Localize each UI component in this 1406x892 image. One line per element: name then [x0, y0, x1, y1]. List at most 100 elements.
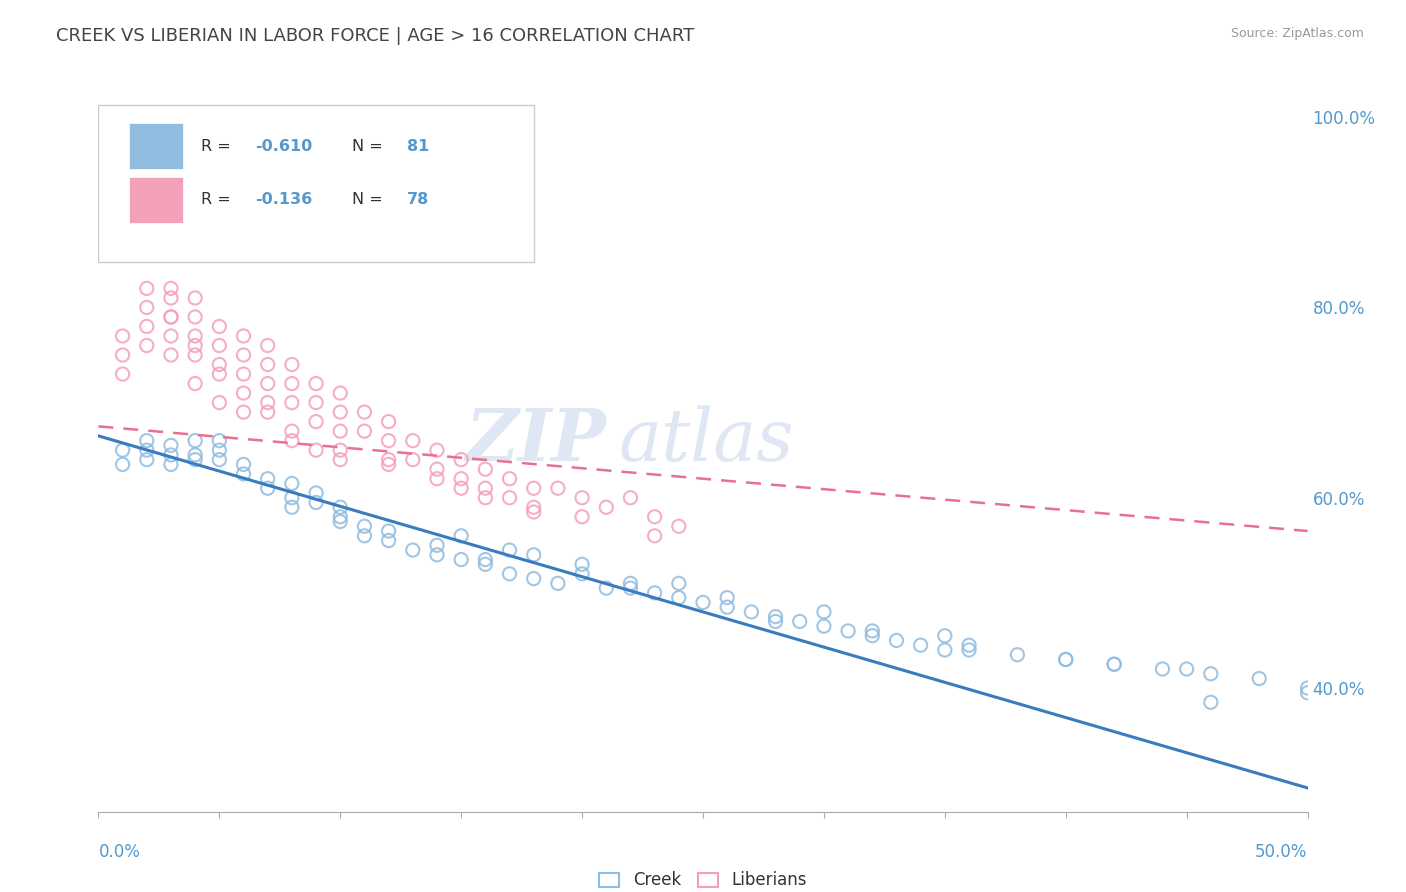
Point [789, 615, 811, 629]
Point [184, 376, 207, 391]
Point [329, 443, 352, 458]
Point [208, 358, 231, 372]
Point [1102, 657, 1125, 672]
Point [523, 572, 546, 586]
Point [1054, 652, 1077, 666]
Point [353, 405, 375, 419]
Point [256, 472, 278, 486]
Point [426, 443, 449, 458]
Point [619, 491, 641, 505]
Point [668, 591, 690, 605]
Point [934, 629, 956, 643]
Point [160, 291, 183, 305]
Point [377, 533, 399, 548]
Point [305, 415, 328, 429]
Text: -0.610: -0.610 [256, 139, 314, 153]
Point [256, 376, 278, 391]
Point [1344, 700, 1367, 714]
Point [135, 338, 157, 352]
Point [184, 310, 207, 324]
Point [160, 281, 183, 295]
Point [571, 558, 593, 572]
Point [111, 458, 134, 472]
Point [1296, 681, 1319, 695]
Point [426, 462, 449, 476]
Point [135, 301, 157, 315]
Point [232, 405, 254, 419]
Point [740, 605, 762, 619]
Point [232, 467, 254, 481]
Point [353, 529, 375, 543]
Point [281, 434, 304, 448]
FancyBboxPatch shape [98, 105, 534, 262]
Point [860, 629, 883, 643]
Point [692, 595, 714, 609]
Point [1199, 666, 1222, 681]
Point [813, 619, 835, 633]
Point [329, 452, 352, 467]
Point [426, 538, 449, 552]
Point [305, 376, 328, 391]
Point [1296, 686, 1319, 700]
Point [256, 358, 278, 372]
Point [450, 529, 472, 543]
Point [160, 438, 183, 452]
Point [208, 434, 231, 448]
Point [111, 348, 134, 362]
Point [377, 434, 399, 448]
Point [232, 386, 254, 401]
Point [474, 552, 496, 566]
Point [1102, 657, 1125, 672]
Bar [129, 177, 183, 223]
Point [160, 348, 183, 362]
Point [208, 338, 231, 352]
Point [281, 491, 304, 505]
Text: atlas: atlas [619, 405, 794, 476]
Point [377, 452, 399, 467]
Point [208, 367, 231, 381]
Point [1175, 662, 1198, 676]
Text: 0.0%: 0.0% [98, 843, 141, 861]
Point [498, 566, 520, 581]
Point [547, 481, 569, 495]
Point [160, 458, 183, 472]
Point [571, 491, 593, 505]
Point [184, 448, 207, 462]
Point [595, 500, 617, 515]
Point [160, 310, 183, 324]
Point [232, 367, 254, 381]
Point [353, 519, 375, 533]
Point [571, 509, 593, 524]
Point [135, 443, 157, 458]
Point [377, 415, 399, 429]
Point [329, 509, 352, 524]
Point [184, 348, 207, 362]
Point [329, 424, 352, 438]
Point [184, 452, 207, 467]
Point [281, 358, 304, 372]
Point [281, 500, 304, 515]
Point [256, 338, 278, 352]
Point [1007, 648, 1029, 662]
Point [281, 395, 304, 409]
Point [450, 452, 472, 467]
Point [450, 472, 472, 486]
Text: ZIP: ZIP [465, 405, 606, 476]
Point [498, 472, 520, 486]
Point [668, 519, 690, 533]
Point [450, 552, 472, 566]
Point [160, 329, 183, 343]
Point [426, 548, 449, 562]
Point [474, 491, 496, 505]
Point [474, 481, 496, 495]
Point [256, 405, 278, 419]
Point [184, 434, 207, 448]
Point [426, 472, 449, 486]
Text: CREEK VS LIBERIAN IN LABOR FORCE | AGE > 16 CORRELATION CHART: CREEK VS LIBERIAN IN LABOR FORCE | AGE >… [56, 27, 695, 45]
Point [329, 386, 352, 401]
Point [305, 495, 328, 509]
Point [377, 458, 399, 472]
Text: 50.0%: 50.0% [1256, 843, 1308, 861]
Text: R =: R = [201, 193, 236, 207]
Point [281, 476, 304, 491]
